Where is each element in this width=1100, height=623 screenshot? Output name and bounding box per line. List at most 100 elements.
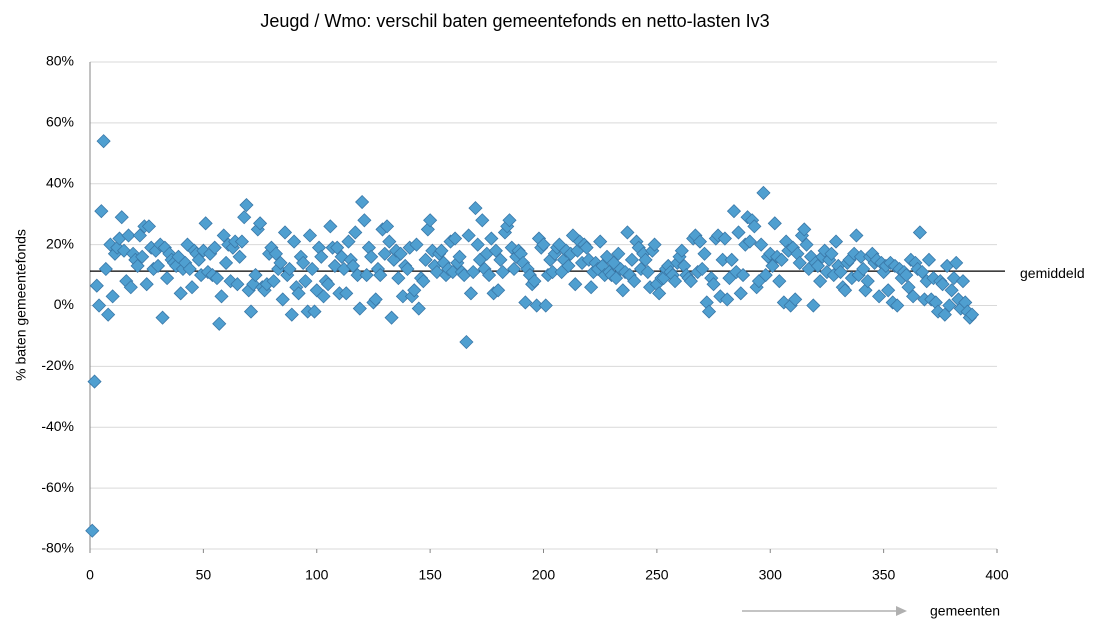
point — [434, 243, 449, 258]
x-tick-label: 50 — [196, 567, 212, 583]
point — [964, 307, 980, 322]
point — [833, 264, 848, 280]
point — [141, 219, 157, 234]
point — [697, 246, 712, 261]
point — [348, 225, 363, 240]
point — [302, 228, 318, 243]
point — [382, 234, 397, 249]
point — [921, 252, 937, 267]
point — [692, 234, 708, 249]
point — [726, 204, 742, 219]
point — [488, 243, 503, 258]
point — [937, 307, 952, 322]
point — [409, 237, 424, 252]
point — [232, 249, 247, 264]
point — [239, 197, 254, 213]
point — [667, 274, 683, 289]
point — [373, 267, 388, 283]
point — [527, 274, 542, 289]
point — [400, 261, 415, 277]
point — [459, 334, 474, 350]
point — [538, 298, 553, 313]
point — [792, 255, 807, 270]
point — [212, 316, 227, 331]
point — [849, 228, 864, 243]
point — [906, 289, 921, 304]
point — [615, 283, 630, 298]
point — [173, 286, 188, 301]
point — [561, 258, 576, 273]
point — [735, 267, 751, 283]
point — [305, 261, 320, 277]
y-tick-label: 40% — [46, 174, 74, 190]
point — [824, 246, 839, 261]
point — [448, 231, 463, 246]
point — [881, 283, 896, 298]
point — [720, 292, 735, 307]
point — [747, 219, 762, 234]
point — [359, 267, 374, 283]
point — [230, 277, 245, 292]
point — [377, 246, 392, 261]
point — [536, 237, 551, 252]
point — [899, 267, 914, 283]
point — [724, 252, 739, 267]
point — [114, 210, 129, 225]
point — [85, 523, 100, 538]
point — [717, 231, 732, 246]
point — [470, 237, 485, 252]
x-tick-label: 0 — [86, 567, 94, 583]
mean-label: gemiddeld — [1020, 265, 1085, 281]
point — [132, 228, 147, 243]
point — [411, 301, 426, 316]
point — [160, 271, 175, 286]
point — [355, 194, 370, 210]
point — [765, 258, 780, 273]
point — [268, 246, 284, 261]
point — [316, 289, 331, 304]
point — [706, 277, 721, 292]
point — [949, 255, 964, 270]
point — [341, 234, 356, 249]
point — [683, 274, 698, 289]
point — [379, 219, 395, 234]
point — [284, 307, 299, 322]
point — [150, 258, 166, 273]
point — [502, 213, 517, 228]
point — [423, 213, 438, 228]
point — [407, 283, 422, 298]
point — [339, 286, 354, 301]
y-tick-label: 60% — [46, 114, 74, 130]
x-tick-label: 350 — [872, 567, 896, 583]
y-tick-label: 20% — [46, 235, 74, 251]
point — [323, 219, 338, 234]
point — [797, 222, 812, 237]
point — [135, 249, 150, 264]
point — [647, 237, 662, 252]
point — [182, 261, 197, 277]
point — [638, 252, 653, 267]
point — [368, 292, 383, 307]
point — [584, 280, 599, 295]
x-tick-label: 400 — [985, 567, 1009, 583]
point — [701, 304, 717, 319]
point — [810, 258, 825, 273]
point — [248, 267, 263, 283]
y-tick-label: 0% — [54, 296, 74, 312]
x-tick-label: 300 — [759, 567, 783, 583]
point — [493, 252, 508, 267]
x-tick-label: 250 — [645, 567, 669, 583]
point — [89, 278, 104, 293]
point — [296, 255, 311, 270]
point — [216, 228, 231, 243]
y-tick-label: -40% — [41, 418, 74, 434]
point — [352, 301, 367, 316]
point — [291, 286, 306, 301]
point — [207, 240, 222, 255]
point — [234, 234, 249, 249]
point — [627, 274, 642, 289]
point — [901, 280, 916, 295]
point — [912, 225, 927, 240]
point — [774, 252, 789, 267]
